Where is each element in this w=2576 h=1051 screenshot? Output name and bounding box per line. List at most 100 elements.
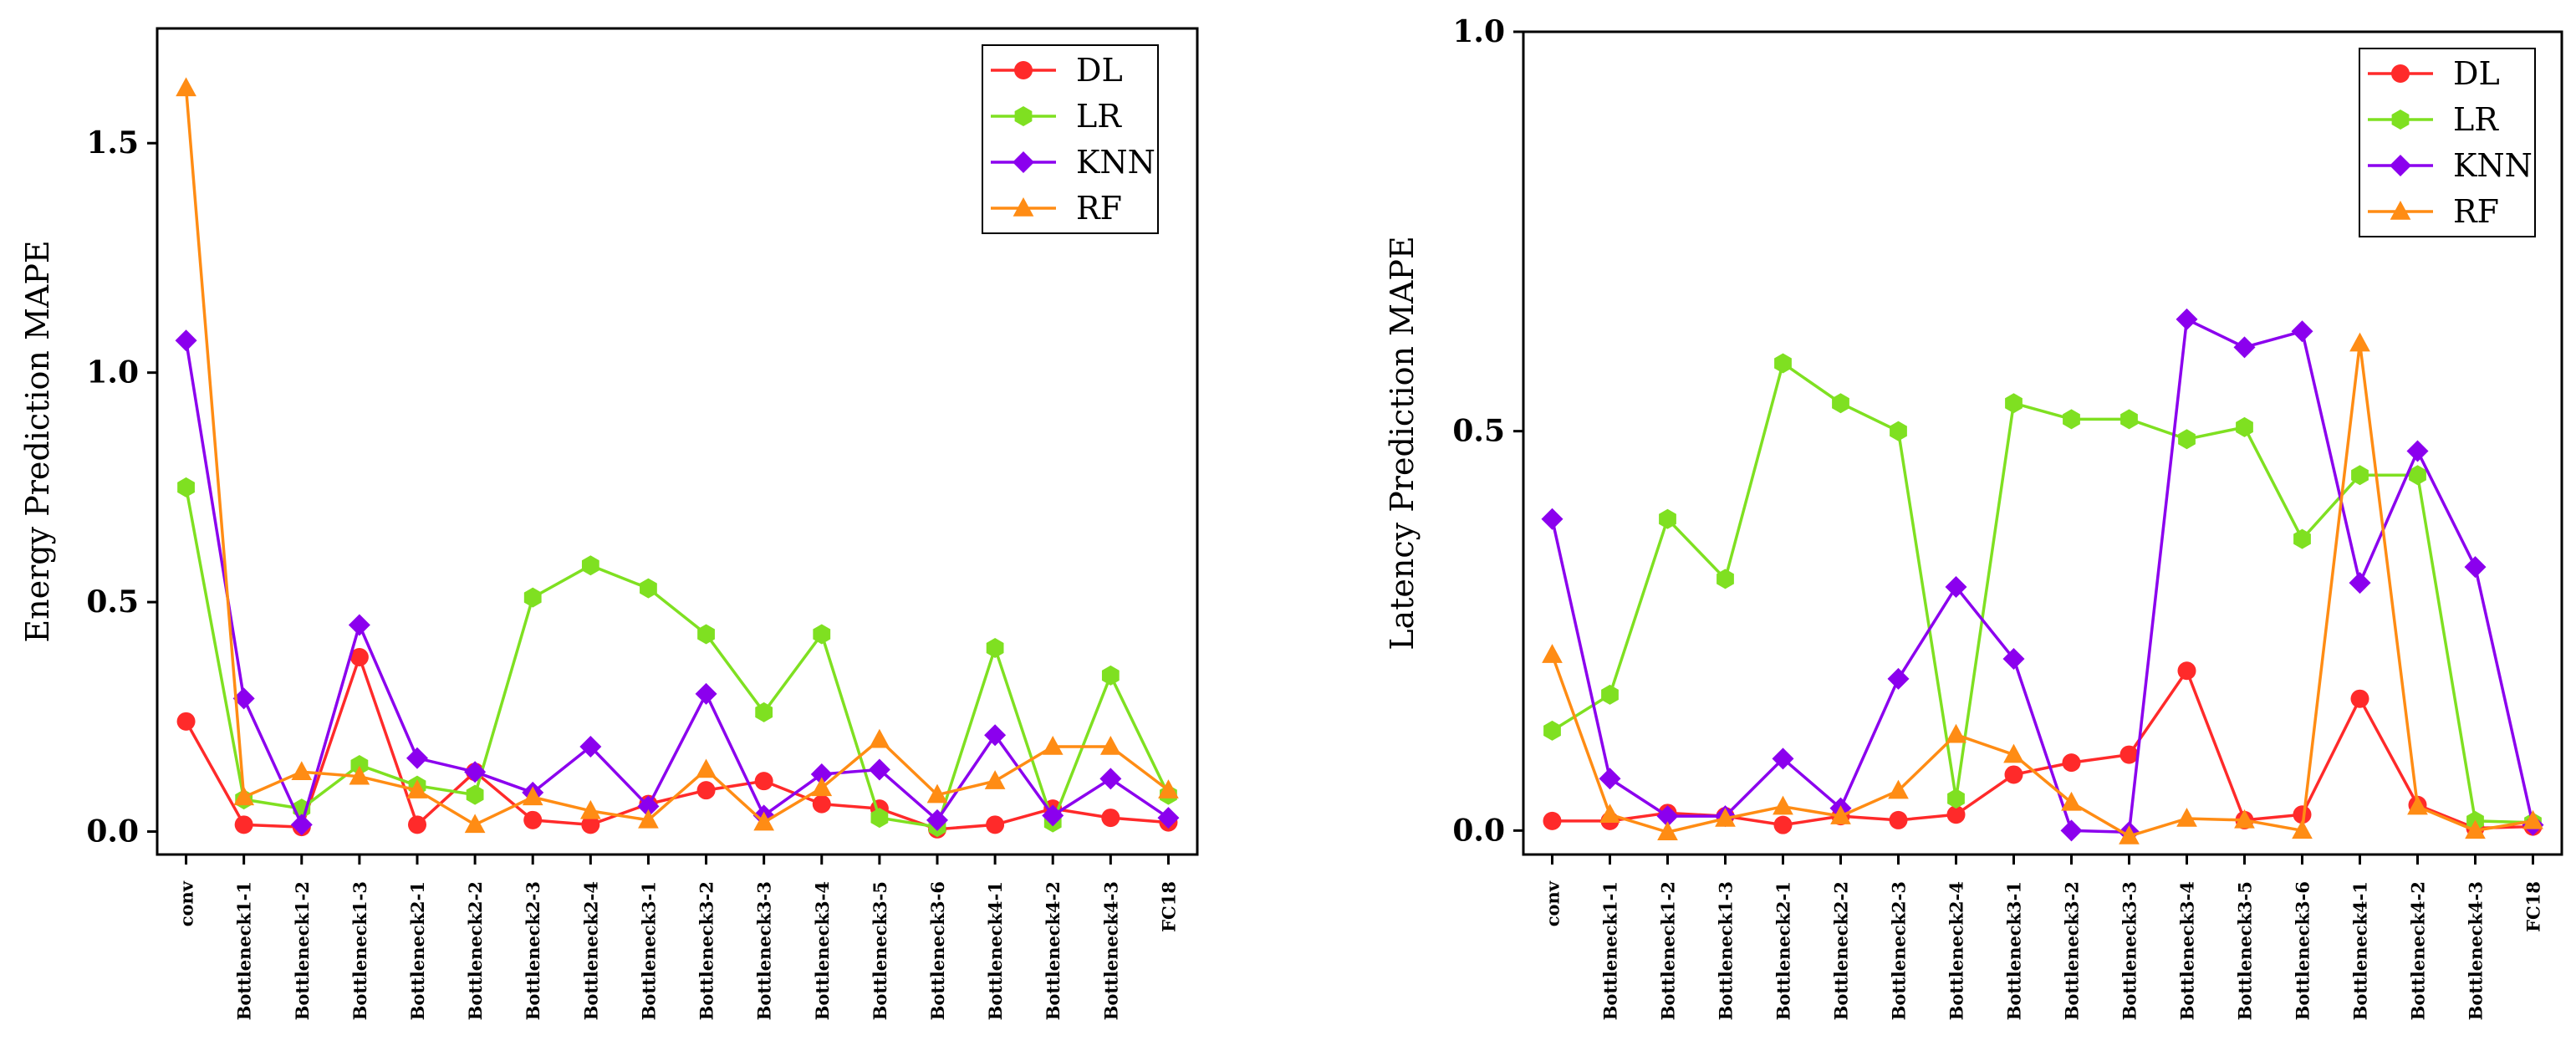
latency-dl-point [2177, 661, 2196, 681]
energy-knn-point [232, 687, 255, 710]
energy-rf-point [811, 777, 833, 797]
energy-lr-point [177, 477, 195, 497]
energy-ytick-label: 0.0 [86, 814, 139, 849]
latency-lr-point [2236, 416, 2253, 437]
energy-xtick-label: Bottleneck2-2 [465, 881, 486, 1020]
energy-knn-point [1157, 807, 1180, 829]
energy-rf-point [349, 765, 370, 785]
energy-rf-point [464, 814, 486, 834]
latency-knn-point [2176, 308, 2198, 330]
energy-dl-point [1101, 809, 1120, 828]
latency-dl-point [1543, 811, 1562, 830]
latency-xtick-label: Bottleneck2-1 [1773, 881, 1794, 1020]
latency-legend-dl-marker [2391, 64, 2410, 83]
energy-xtick-label: Bottleneck2-3 [523, 881, 543, 1020]
latency-rf-point [2407, 795, 2428, 815]
latency-xtick-label: Bottleneck4-2 [2408, 881, 2429, 1020]
latency-lr-point [1659, 508, 1676, 529]
latency-lr-point [1890, 421, 1907, 441]
energy-legend-lr-label: LR [1076, 98, 1122, 135]
latency-legend-rf-label: RF [2453, 193, 2499, 230]
latency-knn-point [1945, 575, 1967, 598]
energy-knn-point [1099, 768, 1122, 790]
latency-xtick-label: Bottleneck3-6 [2293, 881, 2313, 1020]
energy-knn-point [348, 614, 370, 636]
latency-xtick-label: Bottleneck3-5 [2235, 881, 2256, 1020]
latency-series-lr-line [1551, 361, 2533, 824]
energy-rf-point [926, 783, 948, 804]
latency-xtick-label: Bottleneck4-3 [2466, 881, 2487, 1020]
latency-ytick-label: 0.0 [1452, 813, 1505, 848]
energy-series-rf-line [184, 88, 1170, 827]
latency-ytick-label: 1.0 [1452, 14, 1505, 49]
energy-knn-point [1042, 804, 1064, 827]
latency-xtick-label: Bottleneck4-1 [2350, 881, 2371, 1020]
latency-rf-point [1657, 821, 1678, 841]
energy-xtick-label: conv [176, 880, 197, 926]
latency-xtick-label: Bottleneck2-2 [1831, 881, 1852, 1020]
latency-knn-point [2464, 556, 2487, 579]
energy-xtick-label: Bottleneck2-4 [580, 881, 601, 1020]
energy-rf-point [1158, 779, 1179, 798]
latency-xtick-label: conv [1543, 880, 1563, 926]
energy-lr-point [581, 555, 599, 576]
latency-rf-point [1830, 805, 1851, 824]
latency-rf-point [1888, 779, 1909, 799]
latency-lr-point [2178, 429, 2196, 450]
energy-ytick-label: 1.0 [86, 355, 139, 390]
energy-lr-point [697, 624, 715, 645]
energy-ylabel: Energy Prediction MAPE [19, 240, 56, 642]
latency-legend-lr-label: LR [2453, 101, 2499, 138]
energy-legend-dl-label: DL [1076, 52, 1123, 89]
energy-xtick-label: FC18 [1158, 881, 1179, 932]
energy-knn-point [290, 814, 313, 836]
latency-knn-point [1599, 768, 1621, 790]
latency-lr-point [2063, 409, 2080, 430]
energy-rf-point [406, 779, 428, 798]
energy-rf-point [579, 799, 601, 819]
energy-rf-point [1099, 736, 1121, 755]
energy-xtick-label: Bottleneck3-6 [927, 881, 948, 1020]
latency-plot-frame [1522, 30, 2563, 856]
latency-ytick-label: 0.5 [1452, 414, 1505, 449]
energy-dl-point [696, 781, 716, 800]
latency-lr-point [1543, 720, 1561, 741]
energy-xtick-label: Bottleneck3-3 [754, 881, 775, 1020]
energy-series-dl-line [185, 656, 1169, 831]
latency-knn-point [1656, 805, 1679, 828]
latency-knn-point [1541, 508, 1563, 530]
energy-lr-point [640, 578, 657, 599]
latency-xtick-label: Bottleneck2-4 [1946, 881, 1967, 1020]
energy-lr-point [870, 808, 889, 829]
energy-rf-point [176, 77, 196, 97]
energy-knn-point [926, 809, 948, 831]
energy-ytick-label: 0.5 [86, 584, 139, 620]
latency-rf-point [2061, 791, 2082, 811]
latency-knn-point [2406, 440, 2429, 462]
latency-knn-point [2060, 819, 2083, 842]
energy-lr-point [350, 754, 369, 775]
latency-lr-point [1774, 353, 1792, 374]
energy-xtick-label: Bottleneck4-3 [1100, 881, 1121, 1020]
latency-legend-knn-label: KNN [2453, 147, 2533, 184]
latency-xtick-label: Bottleneck3-2 [2062, 881, 2083, 1020]
latency-knn-point [2002, 647, 2025, 670]
latency-knn-point [2233, 336, 2256, 359]
latency-knn-point [2349, 572, 2371, 594]
latency-knn-point [1887, 667, 1910, 690]
energy-rf-point [984, 770, 1006, 789]
latency-rf-point [2292, 819, 2313, 839]
energy-xtick-label: Bottleneck3-4 [812, 881, 833, 1020]
latency-xtick-label: Bottleneck3-4 [2177, 881, 2198, 1020]
energy-knn-point [868, 758, 890, 781]
latency-lr-point [1947, 788, 1965, 809]
energy-dl-point [349, 647, 369, 666]
latency-lr-point [2409, 465, 2426, 486]
latency-series-knn-line [1550, 318, 2535, 834]
latency-legend-knn-marker [2390, 155, 2411, 176]
latency-xtick-label: Bottleneck3-1 [2004, 881, 2025, 1020]
latency-xtick-label: Bottleneck3-3 [2119, 881, 2140, 1020]
energy-xtick-label: Bottleneck2-1 [407, 881, 428, 1020]
latency-lr-point [2005, 393, 2023, 414]
